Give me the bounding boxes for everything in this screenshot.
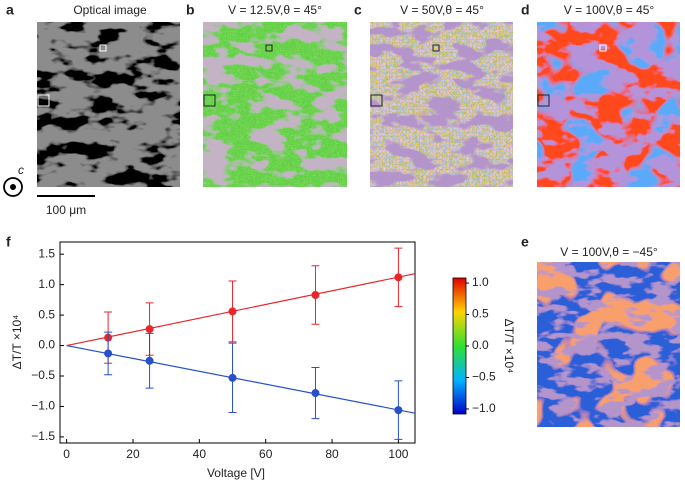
colorbar-tick-label: 1.0 xyxy=(472,275,489,289)
data-point xyxy=(228,373,237,382)
data-point xyxy=(145,325,154,334)
x-tick-label: 100 xyxy=(388,447,408,461)
data-point xyxy=(145,356,154,365)
y-tick-label: −1.0 xyxy=(31,399,55,413)
colorbar-tick-label: −0.5 xyxy=(472,370,496,384)
marker-box xyxy=(599,44,607,52)
colorbar-tick-label: −1.0 xyxy=(472,401,496,415)
panel-title: Optical image xyxy=(73,3,147,17)
axis-label: c xyxy=(18,163,24,177)
x-tick-label: 20 xyxy=(126,447,140,461)
y-axis-label: ΔT/T ×10⁴ xyxy=(10,315,24,370)
optical-image xyxy=(37,22,180,187)
panel-letter: f xyxy=(6,234,11,250)
panel-title: V = 50V,θ = 45° xyxy=(400,3,484,17)
colorbar xyxy=(452,277,467,415)
map-image xyxy=(537,22,680,187)
fit-line xyxy=(66,344,416,414)
panel-letter: c xyxy=(354,2,362,18)
data-point xyxy=(311,290,320,299)
marker-box xyxy=(37,94,50,107)
panel-title: V = 12.5V,θ = 45° xyxy=(228,3,322,17)
panel-letter: e xyxy=(521,234,529,250)
map-image xyxy=(537,262,680,427)
axis-symbol xyxy=(10,184,16,190)
marker-box xyxy=(370,94,383,107)
data-point xyxy=(104,349,113,358)
map-image xyxy=(203,22,347,187)
colorbar-label: ΔT/T ×10⁴ xyxy=(502,319,516,374)
scale-bar-label: 100 μm xyxy=(46,203,86,217)
data-point xyxy=(228,307,237,316)
axis-symbol xyxy=(3,177,23,197)
panel-letter: a xyxy=(6,2,14,18)
x-tick-label: 60 xyxy=(259,447,273,461)
x-axis-label: Voltage [V] xyxy=(207,466,265,480)
colorbar-tick-label: 0.5 xyxy=(472,307,489,321)
marker-box xyxy=(265,44,273,52)
marker-box xyxy=(203,94,216,107)
y-tick-label: −1.5 xyxy=(31,429,55,443)
marker-box xyxy=(432,44,440,52)
panel-title: V = 100V,θ = −45° xyxy=(560,245,658,259)
marker-box xyxy=(537,94,550,107)
x-tick-label: 40 xyxy=(193,447,207,461)
data-point xyxy=(394,406,403,415)
colorbar-tick-label: 0.0 xyxy=(472,338,489,352)
y-tick-label: 1.0 xyxy=(38,277,55,291)
y-tick-label: 0.0 xyxy=(38,338,55,352)
y-tick-label: 1.5 xyxy=(38,246,55,260)
data-point xyxy=(394,273,403,282)
y-tick-label: 0.5 xyxy=(38,307,55,321)
panel-title: V = 100V,θ = 45° xyxy=(564,3,655,17)
data-point xyxy=(311,389,320,398)
panel-letter: d xyxy=(521,2,530,18)
map-image xyxy=(370,22,513,187)
fit-line xyxy=(66,273,416,347)
x-tick-label: 0 xyxy=(63,447,70,461)
y-tick-label: −0.5 xyxy=(31,368,55,382)
plot-frame xyxy=(59,241,416,444)
x-tick-label: 80 xyxy=(325,447,339,461)
panel-letter: b xyxy=(186,2,195,18)
marker-box xyxy=(99,44,107,52)
